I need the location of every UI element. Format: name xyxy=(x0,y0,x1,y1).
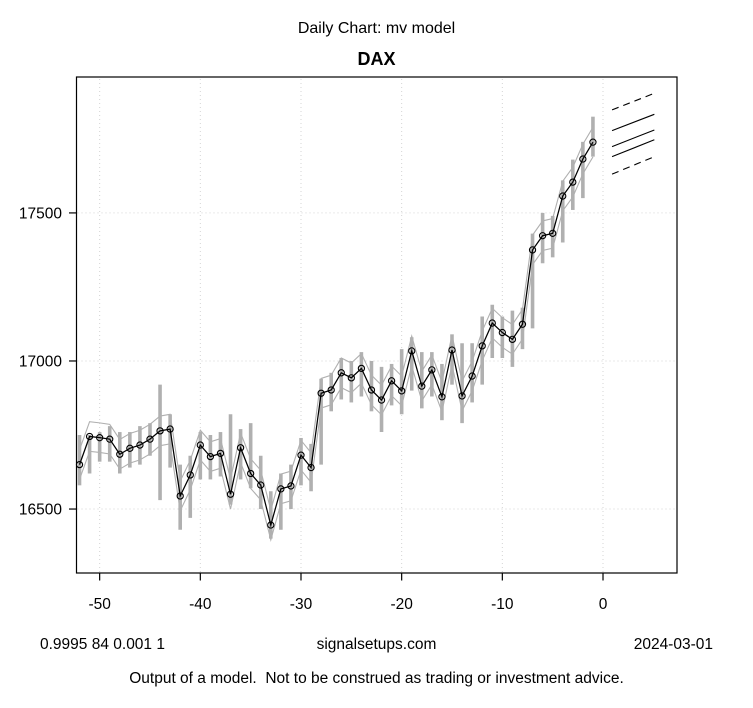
price-line xyxy=(78,141,594,528)
price-point xyxy=(337,369,345,377)
price-point xyxy=(176,492,184,500)
forecast-fan-line xyxy=(611,129,655,148)
chart-subtitle: Daily Chart: mv model xyxy=(297,20,456,37)
price-point xyxy=(307,463,315,472)
price-point xyxy=(377,396,386,404)
forecast-fan-line xyxy=(611,92,655,111)
price-point xyxy=(196,441,204,449)
price-point xyxy=(528,246,537,254)
price-point xyxy=(116,450,124,458)
price-point xyxy=(186,471,194,479)
price-point xyxy=(408,347,416,355)
x-tick-label: -10 xyxy=(491,596,514,613)
price-point xyxy=(206,452,215,461)
price-point xyxy=(96,434,104,442)
x-tick-label: -20 xyxy=(390,596,413,613)
chart-date: 2024-03-01 xyxy=(633,636,713,653)
price-point xyxy=(508,335,517,344)
price-point xyxy=(347,374,355,382)
forecast-fan-line xyxy=(611,156,655,175)
price-point xyxy=(367,386,376,394)
price-point xyxy=(226,490,235,498)
price-point xyxy=(156,427,164,435)
price-point xyxy=(126,444,134,452)
price-point xyxy=(297,451,305,459)
price-point xyxy=(166,425,174,433)
price-point xyxy=(287,482,295,490)
price-point xyxy=(589,138,597,146)
price-point xyxy=(579,155,587,163)
disclaimer-text: Output of a model. Not to be construed a… xyxy=(129,670,624,687)
price-point xyxy=(468,372,476,380)
price-point xyxy=(357,364,366,373)
price-point xyxy=(488,319,496,327)
price-point xyxy=(438,393,446,401)
site-name: signalsetups.com xyxy=(316,636,437,653)
price-point xyxy=(317,389,325,397)
price-point xyxy=(267,521,275,529)
price-point xyxy=(418,382,426,390)
price-point xyxy=(216,449,225,458)
price-point xyxy=(498,328,506,337)
price-point xyxy=(569,178,577,186)
price-point xyxy=(146,435,154,443)
price-point xyxy=(387,377,396,385)
price-point xyxy=(327,386,335,394)
price-point xyxy=(136,441,144,449)
model-stats: 0.9995 84 0.001 1 xyxy=(40,636,165,653)
price-point xyxy=(85,432,94,441)
price-point xyxy=(257,481,265,489)
x-tick-label: 0 xyxy=(599,596,608,613)
price-point xyxy=(538,232,547,240)
price-point xyxy=(549,229,557,238)
price-point xyxy=(398,387,406,395)
plot-border xyxy=(75,76,678,574)
y-tick-label: 17500 xyxy=(19,205,62,222)
price-point xyxy=(277,485,285,493)
price-point xyxy=(106,435,114,443)
price-point xyxy=(448,346,456,354)
x-tick-label: -50 xyxy=(88,596,111,613)
price-point xyxy=(478,342,486,350)
lower-band-line xyxy=(79,156,594,542)
y-tick-label: 16500 xyxy=(19,502,62,519)
price-point xyxy=(559,192,567,200)
price-point xyxy=(458,392,466,400)
x-tick-label: -40 xyxy=(189,596,212,613)
upper-band-line xyxy=(79,127,594,513)
price-point xyxy=(236,444,245,452)
y-tick-label: 17000 xyxy=(19,353,62,370)
price-point xyxy=(428,366,436,374)
x-tick-label: -30 xyxy=(290,596,313,613)
forecast-fan-line xyxy=(611,139,655,158)
chart-title: DAX xyxy=(357,49,396,69)
forecast-fan-line xyxy=(611,113,655,132)
price-point xyxy=(247,469,255,478)
price-point xyxy=(518,320,527,328)
